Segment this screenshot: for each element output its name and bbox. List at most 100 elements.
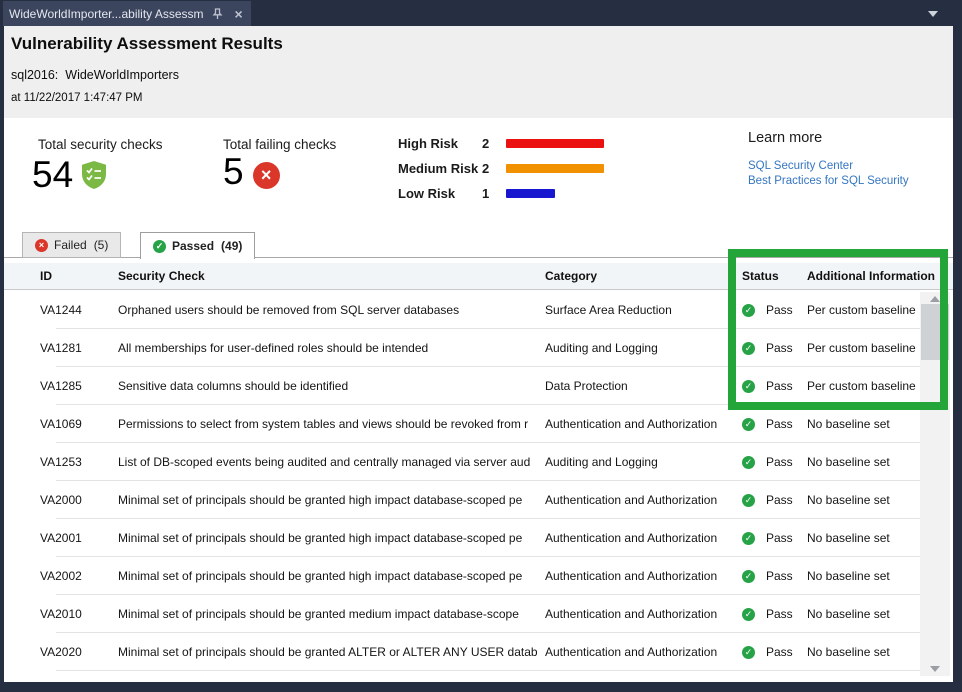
cell-category: Data Protection [545,379,628,393]
cell-id: VA2002 [40,569,82,583]
scroll-up-icon [930,296,940,302]
scrollbar-up-button[interactable] [920,292,950,306]
pass-icon: ✓ [742,531,755,545]
pass-icon: ✓ [742,455,755,469]
results-header: Vulnerability Assessment Results sql2016… [4,26,953,118]
link-best-practices[interactable]: Best Practices for SQL Security [748,175,909,187]
table-row[interactable]: VA1285 Sensitive data columns should be … [4,367,953,405]
link-sql-security-center[interactable]: SQL Security Center [748,160,854,172]
window-tab-bar: WideWorldImporter...ability Assessment × [0,0,962,26]
cell-additional-information: No baseline set [807,607,890,621]
tab-list-chevron-icon[interactable] [928,11,938,17]
server-name: sql2016: [11,68,59,82]
scrollbar-thumb[interactable] [921,304,949,360]
results-table: VA1244 Orphaned users should be removed … [4,291,953,671]
tab-passed-label: Passed [172,239,215,253]
column-header-additional-information: Additional Information [807,269,935,283]
cell-security-check: Orphaned users should be removed from SQ… [118,303,460,317]
cell-status: ✓ Pass [742,341,807,355]
cell-id: VA2000 [40,493,82,507]
cell-additional-information: No baseline set [807,493,890,507]
total-checks-label: Total security checks [38,137,163,152]
cell-additional-information: No baseline set [807,455,890,469]
cell-status: ✓ Pass [742,569,807,583]
pin-icon[interactable] [211,7,224,21]
document-tab[interactable]: WideWorldImporter...ability Assessment × [3,1,251,26]
table-header-row: ID Security Check Category Status Additi… [4,263,953,290]
risk-label: Low Risk [398,186,456,201]
pass-icon: ✓ [742,379,755,393]
cell-status: ✓ Pass [742,417,807,431]
total-checks-value: 54 [32,151,107,199]
table-row[interactable]: VA2001 Minimal set of principals should … [4,519,953,557]
cell-security-check: Minimal set of principals should be gran… [118,493,523,507]
table-row[interactable]: VA2002 Minimal set of principals should … [4,557,953,595]
risk-bar-medium [506,164,604,173]
cell-status: ✓ Pass [742,455,807,469]
cell-security-check: Minimal set of principals should be gran… [118,531,523,545]
document-tab-title: WideWorldImporter...ability Assessment [9,6,204,21]
risk-count: 2 [482,161,490,176]
tab-passed-count: (49) [221,239,243,253]
cell-status: ✓ Pass [742,379,807,393]
cell-additional-information: No baseline set [807,645,890,659]
risk-row-high: High Risk 2 [398,131,604,156]
learn-more-section: Learn more SQL Security Center Best Prac… [748,130,909,189]
risk-breakdown: High Risk 2 Medium Risk 2 Low Risk 1 [398,131,604,206]
pass-icon: ✓ [742,569,755,583]
scrollbar-down-button[interactable] [920,662,950,676]
failing-checks-label: Total failing checks [223,137,337,152]
summary-section: Total security checks 54 Total failing c… [4,118,953,232]
cell-additional-information: Per custom baseline [807,341,916,355]
cell-security-check: All memberships for user-defined roles s… [118,341,429,355]
cell-security-check: Minimal set of principals should be gran… [118,645,538,659]
passed-circle-icon: ✓ [153,239,166,253]
cell-category: Authentication and Authorization [545,531,718,545]
result-tabstrip: × Failed (5) ✓ Passed (49) [4,232,953,259]
cell-category: Authentication and Authorization [545,607,718,621]
cell-id: VA1285 [40,379,82,393]
table-row[interactable]: VA2010 Minimal set of principals should … [4,595,953,633]
learn-more-title: Learn more [748,130,823,146]
cell-status: ✓ Pass [742,607,807,621]
pass-icon: ✓ [742,341,755,355]
server-database-line: sql2016: WideWorldImporters [11,68,179,82]
cell-additional-information: No baseline set [807,417,890,431]
table-row[interactable]: VA1253 List of DB-scoped events being au… [4,443,953,481]
column-header-id: ID [40,269,52,283]
close-icon[interactable]: × [234,5,243,22]
table-row[interactable]: VA1244 Orphaned users should be removed … [4,291,953,329]
cell-security-check: Permissions to select from system tables… [118,417,529,431]
cell-security-check: Minimal set of principals should be gran… [118,569,523,583]
tab-failed[interactable]: × Failed (5) [22,232,122,258]
column-header-category: Category [545,269,598,283]
cell-status: ✓ Pass [742,531,807,545]
table-row[interactable]: VA2000 Minimal set of principals should … [4,481,953,519]
cell-security-check: Minimal set of principals should be gran… [118,607,519,621]
cell-category: Authentication and Authorization [545,569,718,583]
vertical-scrollbar[interactable] [920,292,950,676]
pass-icon: ✓ [742,417,755,431]
shield-checklist-icon [81,157,107,199]
cell-category: Surface Area Reduction [545,303,672,317]
fail-circle-icon: × [252,161,280,189]
risk-label: High Risk [398,136,458,151]
tab-passed[interactable]: ✓ Passed (49) [140,232,256,259]
column-header-status: Status [742,269,779,283]
table-row[interactable]: VA1069 Permissions to select from system… [4,405,953,443]
scan-timestamp: at 11/22/2017 1:47:47 PM [11,92,143,104]
cell-additional-information: No baseline set [807,531,890,545]
table-row[interactable]: VA2020 Minimal set of principals should … [4,633,953,671]
cell-id: VA1244 [40,303,82,317]
pass-icon: ✓ [742,645,755,659]
cell-category: Authentication and Authorization [545,493,718,507]
table-row[interactable]: VA1281 All memberships for user-defined … [4,329,953,367]
risk-bar-low [506,189,555,198]
risk-count: 2 [482,136,490,151]
cell-id: VA1281 [40,341,82,355]
cell-id: VA2010 [40,607,82,621]
pass-icon: ✓ [742,607,755,621]
tab-failed-label: Failed [54,238,87,252]
cell-status: ✓ Pass [742,645,807,659]
cell-id: VA1253 [40,455,82,469]
